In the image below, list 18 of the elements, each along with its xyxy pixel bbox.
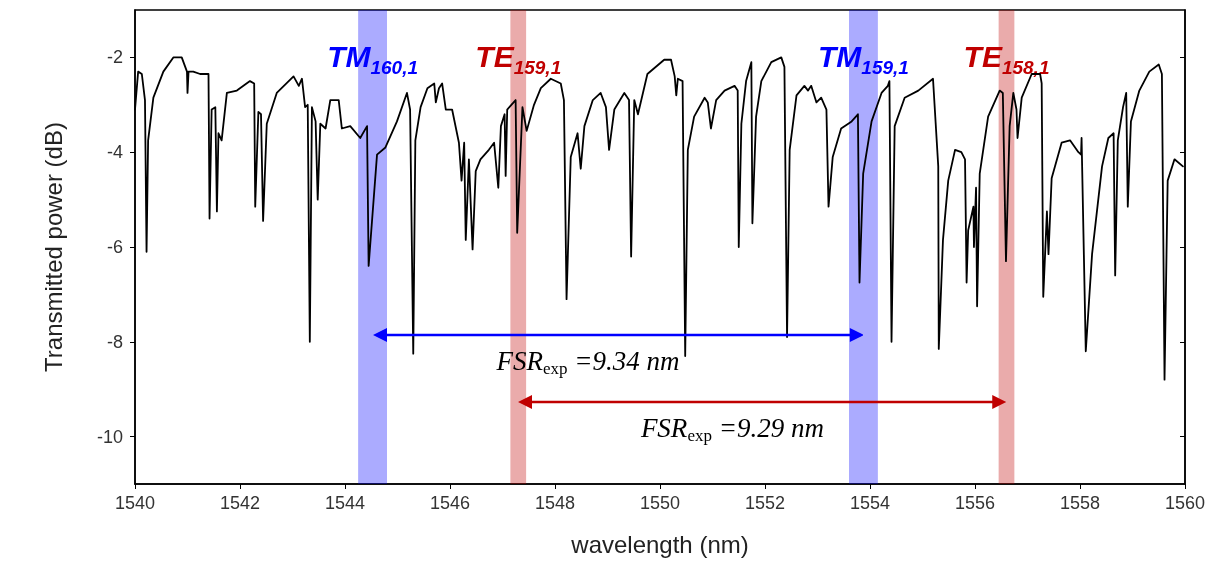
x-tick-label: 1546 (429, 493, 471, 513)
y-tick-label: -2 (106, 47, 123, 68)
x-tick-label: 1550 (639, 493, 681, 513)
x-axis-title: wavelength (nm) (570, 530, 749, 558)
x-tick-label: 1552 (744, 493, 786, 513)
y-tick-label: -6 (106, 237, 123, 257)
x-tick-label: 1548 (534, 493, 576, 513)
x-tick-label: 1542 (219, 493, 261, 513)
y-tick-label: -4 (106, 142, 123, 163)
y-axis-title: Transmitted power (dB) (39, 122, 67, 372)
x-tick-label: 1554 (849, 493, 891, 513)
x-tick-label: 1544 (324, 493, 366, 513)
x-tick-label: 1540 (114, 493, 156, 513)
x-tick-label: 1556 (954, 493, 996, 513)
y-tick-label: -8 (106, 331, 123, 352)
y-tick-label: -10 (96, 426, 123, 447)
x-tick-label: 1560 (1164, 493, 1206, 513)
x-tick-label: 1558 (1059, 493, 1101, 513)
